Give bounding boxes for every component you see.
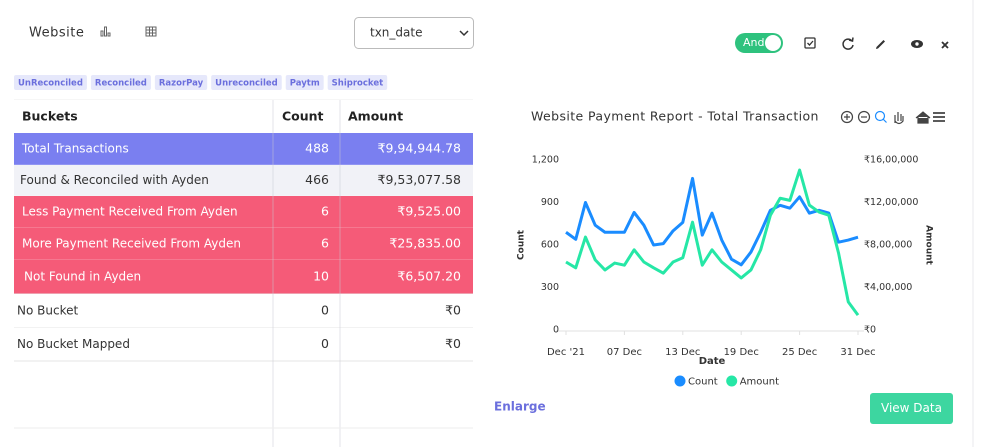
x-tick-label: Dec '21 (547, 347, 585, 358)
filter-tag-label: Shiprocket (332, 79, 384, 89)
view-icon[interactable] (911, 40, 923, 48)
bucket-amount: ₹6,507.20 (397, 269, 461, 284)
bucket-amount: ₹0 (445, 303, 461, 318)
view-data-button[interactable] (870, 393, 953, 424)
bucket-amount: ₹9,525.00 (397, 204, 461, 219)
bucket-count: 6 (321, 204, 329, 219)
table-row (14, 165, 473, 196)
bucket-name: Total Transactions (21, 142, 129, 156)
bucket-amount: ₹9,53,077.58 (378, 172, 462, 187)
column-header: Amount (348, 109, 403, 124)
close-icon[interactable] (941, 41, 949, 49)
legend-marker[interactable] (674, 375, 686, 387)
y-tick-label: 1,200 (532, 155, 559, 166)
y2-tick-label: ₹8,00,000 (864, 240, 912, 251)
table-row (14, 294, 473, 328)
toggle-label: And (743, 36, 764, 49)
y2-axis-title: Amount (924, 225, 934, 265)
table-icon[interactable] (145, 26, 157, 37)
refresh-icon[interactable] (842, 37, 854, 50)
y-tick-label: 0 (553, 325, 559, 336)
x-tick-label: 19 Dec (724, 347, 759, 358)
filter-tag-label: UnReconciled (18, 79, 83, 89)
bucket-name: Not Found in Ayden (24, 270, 141, 284)
filter-tag[interactable] (327, 75, 388, 90)
legend-label[interactable]: Count (688, 377, 718, 388)
bucket-count: 488 (305, 141, 329, 156)
series-line (565, 176, 859, 267)
home-icon[interactable] (915, 111, 931, 124)
x-tick-label: 25 Dec (782, 347, 817, 358)
filter-tag-label: RazorPay (159, 79, 204, 89)
bucket-count: 0 (321, 336, 329, 351)
series-line (565, 168, 860, 317)
x-axis-title: Date (699, 356, 726, 367)
filter-tag[interactable] (211, 75, 282, 90)
select-caret (459, 30, 469, 37)
column-header: Buckets (22, 109, 78, 124)
bucket-count: 0 (321, 303, 329, 318)
column-header: Count (282, 109, 324, 124)
page-title: Website (29, 26, 84, 41)
table-row (14, 328, 473, 361)
filter-tag[interactable] (14, 75, 87, 90)
chart-title: Website Payment Report - Total Transacti… (531, 109, 819, 124)
zoom-in-icon[interactable] (840, 110, 854, 124)
filter-tag-label: Paytm (290, 79, 320, 89)
table-header (14, 100, 473, 133)
table-row (14, 196, 473, 228)
bucket-name: No Bucket (17, 304, 78, 318)
filter-tag[interactable] (285, 75, 324, 90)
filter-tag[interactable] (154, 75, 208, 90)
legend-label[interactable]: Amount (740, 377, 779, 388)
table-row (14, 133, 473, 165)
enlarge-link[interactable]: Enlarge (494, 400, 546, 414)
table-row (14, 228, 473, 260)
check-icon[interactable] (804, 37, 816, 49)
bar-chart-icon[interactable] (100, 26, 111, 37)
select-value: txn_date (370, 26, 422, 40)
menu-icon[interactable] (933, 112, 945, 122)
y-tick-label: 600 (541, 240, 559, 251)
y-axis-title: Count (517, 229, 527, 260)
bucket-amount: ₹9,94,944.78 (378, 141, 462, 156)
select-box[interactable] (354, 17, 474, 49)
view-data-label: View Data (881, 401, 942, 415)
bucket-name: Less Payment Received From Ayden (22, 205, 238, 219)
y-tick-label: 900 (541, 197, 559, 208)
bucket-name: No Bucket Mapped (17, 337, 130, 351)
pan-icon[interactable] (894, 112, 904, 125)
x-tick-label: 13 Dec (665, 347, 700, 358)
y-tick-label: 300 (541, 282, 559, 293)
filter-tag-label: Unreconciled (215, 79, 278, 89)
y2-tick-label: ₹4,00,000 (864, 282, 912, 293)
legend-marker[interactable] (726, 375, 738, 387)
edit-icon[interactable] (876, 40, 885, 49)
bucket-count: 6 (321, 236, 329, 251)
y2-tick-label: ₹0 (864, 325, 876, 336)
zoom-icon[interactable] (874, 110, 886, 122)
filter-tag[interactable] (90, 75, 151, 90)
filter-tag-label: Reconciled (95, 79, 147, 89)
table-row (14, 260, 473, 294)
zoom-out-icon[interactable] (857, 110, 871, 124)
y2-tick-label: ₹16,00,000 (864, 155, 918, 166)
chart-toolbar (840, 110, 945, 125)
bucket-name: Found & Reconciled with Ayden (20, 173, 209, 187)
x-tick-label: 31 Dec (840, 347, 875, 358)
x-tick-label: 07 Dec (607, 347, 642, 358)
bucket-count: 466 (305, 172, 329, 187)
bucket-amount: ₹0 (445, 336, 461, 351)
y2-tick-label: ₹12,00,000 (864, 197, 918, 208)
bucket-amount: ₹25,835.00 (389, 236, 461, 251)
toggle-knob (765, 35, 781, 51)
bucket-count: 10 (313, 269, 329, 284)
bucket-name: More Payment Received From Ayden (22, 237, 241, 251)
